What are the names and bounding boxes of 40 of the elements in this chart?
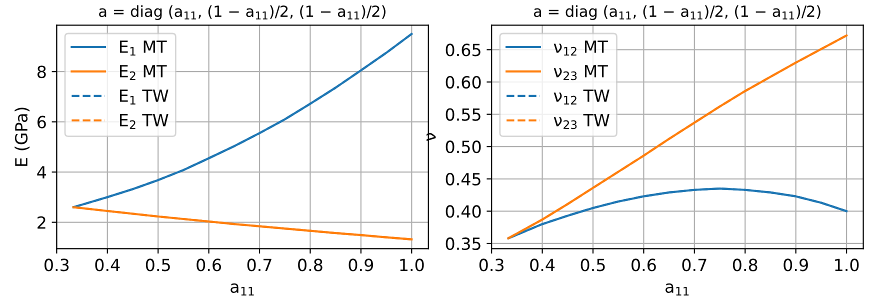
- legend-label: E$_{2}$ MT: [120, 65, 167, 80]
- legend-label: ν$_{23}$ MT: [554, 65, 608, 80]
- x-tick-label: 0.9: [784, 258, 808, 272]
- y-tick-label: 8: [37, 66, 46, 78]
- chart-title: a = diag (a$_{11}$, (1 − a$_{11}$)/2, (1 − a$_{11}$)/2): [534, 5, 820, 20]
- y-tick-label: 0.40: [446, 205, 481, 218]
- x-tick-label: 0.9: [348, 258, 374, 272]
- x-tick-label: 1.0: [835, 258, 859, 272]
- x-tick-label: 0.5: [580, 258, 605, 272]
- x-axis-title: a$_{11}$: [230, 283, 254, 296]
- y-tick-label: 6: [38, 116, 46, 128]
- x-tick-label: 0.6: [632, 258, 656, 272]
- legend-label: ν$_{12}$ MT: [554, 40, 608, 56]
- x-axis-title: a$_{11}$: [666, 283, 689, 296]
- legend-label: ν$_{12}$ TW: [554, 90, 610, 104]
- legend-label: E$_{1}$ MT: [120, 40, 167, 56]
- chart-title: a = diag (a$_{11}$, (1 − a$_{11}$)/2, (1 − a$_{11}$)/2): [99, 5, 386, 20]
- x-tick-label: 0.6: [196, 258, 222, 272]
- x-tick-label: 0.4: [530, 258, 555, 272]
- y-tick-label: 4: [37, 166, 46, 178]
- y-tick-label: 0.50: [446, 140, 481, 154]
- x-tick-label: 0.3: [479, 258, 504, 272]
- x-tick-label: 0.8: [298, 258, 322, 272]
- y-tick-label: 0.35: [446, 237, 480, 250]
- y-tick-label: 0.55: [446, 108, 480, 121]
- x-tick-label: 0.3: [44, 258, 69, 272]
- y-tick-label: 0.65: [446, 44, 480, 56]
- x-tick-label: 0.4: [95, 258, 120, 272]
- y-tick-label: 0.60: [446, 76, 481, 89]
- legend-label: ν$_{23}$ TW: [554, 114, 610, 130]
- y-axis-title: E (GPa): [14, 108, 30, 166]
- x-tick-label: 1.0: [400, 258, 424, 272]
- legend-label: E$_{1}$ TW: [120, 90, 168, 104]
- y-tick-label: 0.45: [446, 172, 480, 186]
- legend-label: E$_{2}$ TW: [120, 114, 168, 129]
- x-tick-label: 0.8: [732, 258, 758, 272]
- x-tick-label: 0.5: [146, 258, 170, 272]
- y-tick-label: 2: [38, 216, 46, 229]
- x-tick-label: 0.7: [247, 258, 272, 272]
- x-tick-label: 0.7: [682, 258, 706, 272]
